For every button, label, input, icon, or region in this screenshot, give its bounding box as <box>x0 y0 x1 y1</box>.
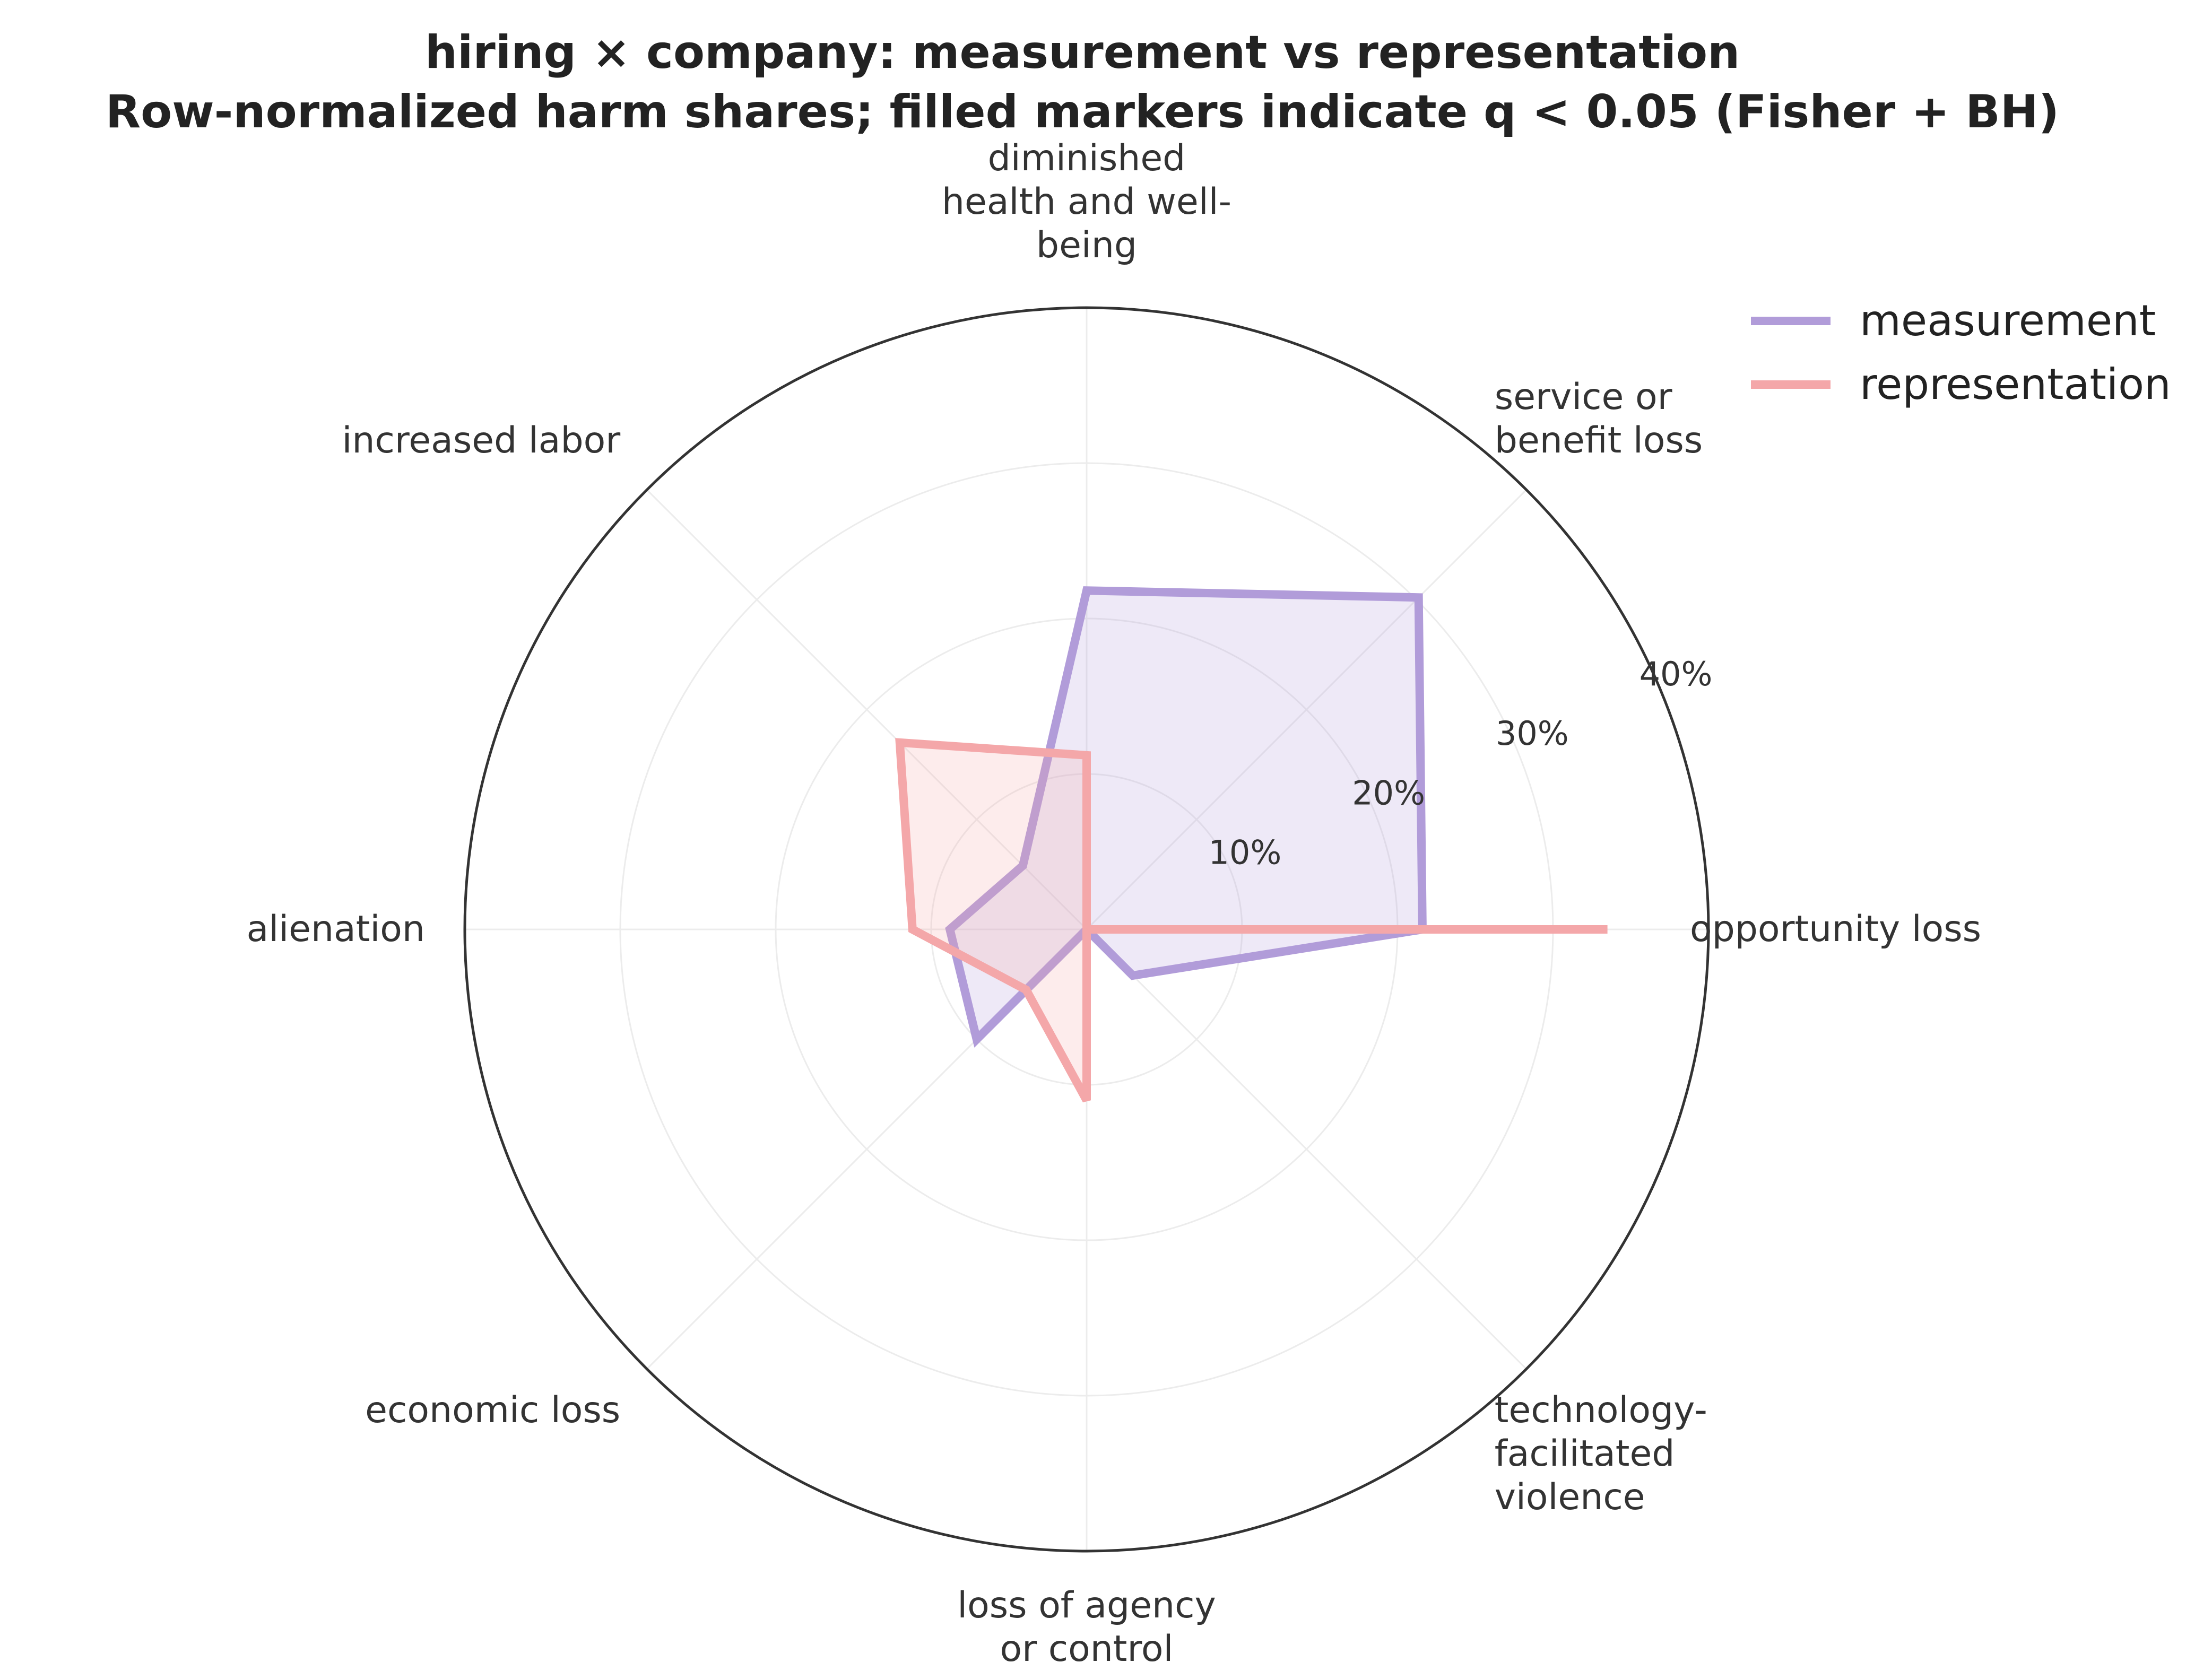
category-label-1-line-0: service or <box>1495 376 1672 418</box>
category-label-7-line-2: violence <box>1495 1476 1645 1518</box>
data-point-representation-6 <box>1086 1099 1088 1101</box>
data-point-measurement-2 <box>1086 589 1088 591</box>
data-point-representation-3 <box>899 742 901 744</box>
legend-label-measurement: measurement <box>1860 296 2156 345</box>
category-label-2-line-1: health and well- <box>942 181 1231 223</box>
data-point-measurement-7 <box>1132 974 1134 977</box>
spoke-line-7 <box>1086 928 1527 1370</box>
radial-grid <box>465 308 1708 1551</box>
data-point-representation-2 <box>1086 754 1088 756</box>
outer-ring <box>463 306 1710 1553</box>
data-point-measurement-1 <box>1418 596 1420 598</box>
category-label-6-line-0: loss of agency <box>957 1585 1216 1626</box>
radial-tick-label-0: 10% <box>1208 833 1281 872</box>
category-label-4-line-0: alienation <box>247 908 425 950</box>
category-label-1-line-1: benefit loss <box>1495 420 1703 462</box>
spoke-line-3 <box>646 489 1088 930</box>
category-label-2-line-0: diminished <box>988 137 1186 179</box>
series-line-measurement <box>945 586 1427 1048</box>
series-area-representation <box>899 742 1608 1101</box>
category-label-7-line-0: technology- <box>1495 1389 1707 1431</box>
chart-title: hiring × company: measurement vs represe… <box>425 26 1740 79</box>
category-label-2-line-2: being <box>1036 224 1137 266</box>
polar-frame <box>463 306 1710 1553</box>
data-point-representation-7 <box>1086 928 1088 930</box>
spoke-line-1 <box>1086 489 1527 930</box>
data-point-representation-5 <box>1025 989 1027 991</box>
legend-label-representation: representation <box>1860 360 2171 409</box>
series-line-representation <box>895 738 1608 1103</box>
category-label-5-line-0: economic loss <box>365 1389 620 1431</box>
category-label-3-line-0: increased labor <box>342 420 621 462</box>
chart-subtitle: Row-normalized harm shares; filled marke… <box>106 85 2059 138</box>
radial-tick-label-1: 20% <box>1352 773 1425 812</box>
legend: measurement representation <box>1751 296 2171 409</box>
data-point-representation-4 <box>912 928 914 930</box>
category-label-6-line-1: or control <box>1000 1628 1174 1670</box>
radial-tick-labels: 10% 20% 30% 40% <box>1208 655 1712 872</box>
data-point-representation-0 <box>1607 928 1609 930</box>
category-label-0-line-0: opportunity loss <box>1690 908 1981 950</box>
series-group <box>895 586 1609 1103</box>
radial-tick-label-3: 40% <box>1640 655 1713 693</box>
radial-tick-label-2: 30% <box>1496 714 1569 753</box>
category-label-7-line-1: facilitated <box>1495 1433 1675 1475</box>
data-point-measurement-5 <box>976 1038 978 1040</box>
